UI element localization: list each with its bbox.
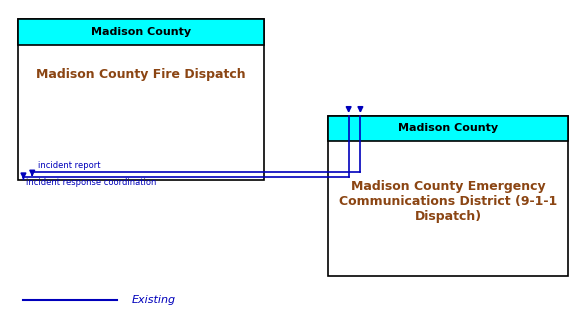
Text: Madison County: Madison County bbox=[91, 27, 190, 37]
Bar bbox=[18, 19, 264, 45]
Text: Existing: Existing bbox=[132, 295, 176, 305]
Bar bbox=[18, 19, 264, 180]
Text: incident response coordination: incident response coordination bbox=[26, 178, 156, 187]
Text: Madison County: Madison County bbox=[398, 123, 498, 134]
Text: incident report: incident report bbox=[38, 161, 101, 170]
Bar bbox=[328, 116, 568, 141]
Bar bbox=[328, 116, 568, 276]
Text: Madison County Fire Dispatch: Madison County Fire Dispatch bbox=[36, 68, 246, 81]
Text: Madison County Emergency
Communications District (9-1-1
Dispatch): Madison County Emergency Communications … bbox=[339, 180, 557, 223]
